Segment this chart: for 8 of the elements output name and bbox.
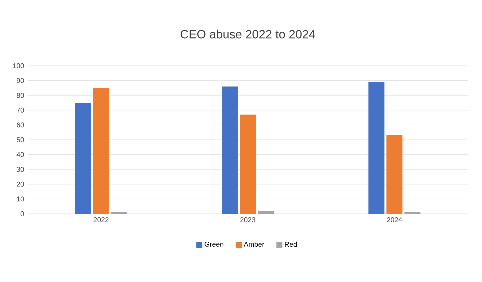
bar bbox=[222, 86, 238, 214]
bar bbox=[75, 103, 92, 214]
bar bbox=[258, 211, 274, 214]
chart-title: CEO abuse 2022 to 2024 bbox=[180, 30, 316, 39]
bar bbox=[368, 82, 385, 214]
bar bbox=[386, 136, 403, 214]
bar bbox=[93, 88, 110, 214]
bar bbox=[240, 114, 256, 214]
